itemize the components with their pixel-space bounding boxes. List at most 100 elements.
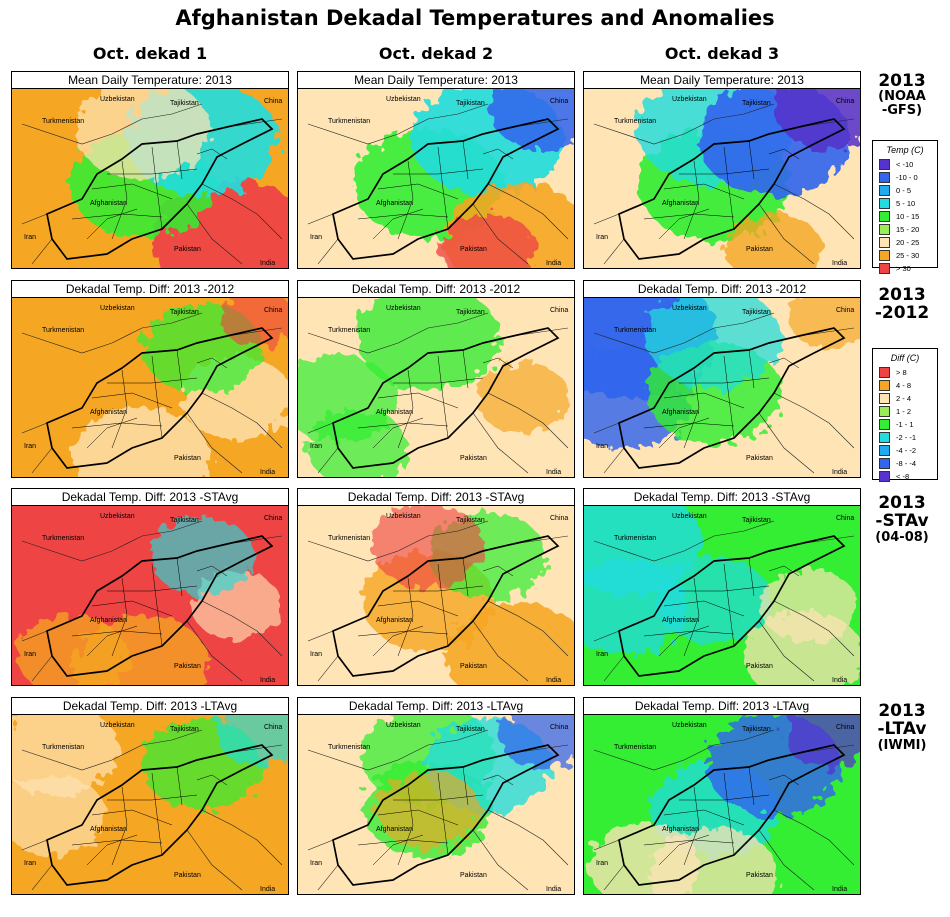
border-line [317,238,339,265]
border-line [201,183,283,240]
legend-label: 15 - 20 [896,225,920,234]
legend-label: 25 - 30 [896,251,920,260]
label-china: China [264,98,282,105]
border-line [593,103,775,145]
province-line [397,160,414,240]
map: Uzbekistan Tajikistan China Turkmenistan Afg… [298,506,574,685]
label-turkmenistan: Turkmenistan [42,744,84,751]
label-china: China [550,307,568,314]
legend-swatch [879,198,890,209]
border-line [603,447,625,474]
map-panel: Dekadal Temp. Diff: 2013 -LTAvg Uzbekista… [11,697,289,895]
map-panel: Mean Daily Temperature: 2013 Uzbekistan Ta… [297,71,575,269]
label-india: India [832,677,847,684]
legend-swatch [879,224,890,235]
border-line [472,620,529,682]
province-line [196,357,228,369]
legend-item: 4 - 8 [873,379,937,392]
border-line [603,864,625,891]
map-panel: Mean Daily Temperature: 2013 Uzbekistan Ta… [11,71,289,269]
province-line [107,377,198,384]
label-china: China [264,307,282,314]
border-line [186,203,243,265]
province-line [111,160,128,240]
label-pakistan: Pakistan [460,663,487,670]
legend-swatch [879,380,890,391]
legend-swatch [879,419,890,430]
province-line [151,772,163,856]
province-line [196,774,228,786]
legend-title: Temp (C) [886,145,924,155]
province-line [111,786,128,866]
border-line [773,183,855,240]
label-uzbekistan: Uzbekistan [672,96,707,103]
border-line [201,600,283,657]
label-uzbekistan: Uzbekistan [100,513,135,520]
label-turkmenistan: Turkmenistan [328,535,370,542]
border-line [758,412,815,474]
border-line [307,213,334,225]
country-outline [332,744,560,886]
province-line [679,377,770,384]
legend-label: 1 - 2 [896,407,912,416]
page-title: Afghanistan Dekadal Temperatures and Ano… [175,6,775,30]
map-panel: Dekadal Temp. Diff: 2013 -STAvg Uzbekista… [583,488,861,686]
label-uzbekistan: Uzbekistan [672,305,707,312]
map-panel: Dekadal Temp. Diff: 2013 -STAvg Uzbekista… [297,488,575,686]
border-line [307,520,489,562]
label-iran: Iran [310,443,322,450]
province-line [748,766,755,806]
label-afghanistan: Afghanistan [376,826,413,833]
label-uzbekistan: Uzbekistan [386,722,421,729]
label-tajikistan: Tajikistan [742,726,771,733]
anomaly-zone [498,715,574,769]
label-iran: Iran [596,860,608,867]
province-line [723,563,735,647]
province-line [393,794,484,801]
legend-item: < -10 [873,158,937,171]
label-china: China [550,515,568,522]
row-label-diff-2012: 2013 -2012 [874,285,930,324]
panel-title: Dekadal Temp. Diff: 2013 -STAvg [12,489,288,506]
province-line [91,809,173,826]
legend-item: 15 - 20 [873,223,937,236]
province-line [679,168,770,175]
border-line [21,422,48,434]
label-iran: Iran [310,860,322,867]
label-turkmenistan: Turkmenistan [614,118,656,125]
legend-item: > 30 [873,262,937,275]
label-china: China [836,307,854,314]
label-tajikistan: Tajikistan [170,309,199,316]
label-tajikistan: Tajikistan [456,309,485,316]
province-line [658,208,710,240]
legend-difference: Diff (C) > 8 4 - 8 2 - 4 1 - 2 -1 - 1 -2 - -1… [872,348,938,482]
legend-item: 5 - 10 [873,197,937,210]
border-line [603,238,625,265]
province-line [768,565,800,577]
label-afghanistan: Afghanistan [376,200,413,207]
province-line [397,786,414,866]
panel-title: Dekadal Temp. Diff: 2013 -STAvg [584,489,860,506]
label-turkmenistan: Turkmenistan [614,327,656,334]
country-outline [46,118,274,260]
province-line [111,369,128,449]
label-india: India [832,886,847,893]
country-outline [332,327,560,469]
legend-item: -10 - 0 [873,171,937,184]
label-india: India [260,677,275,684]
border-line [593,312,775,354]
border-line [21,729,203,771]
border-line [307,729,489,771]
label-tajikistan: Tajikistan [456,726,485,733]
province-line [663,183,745,200]
anomaly-zone [726,213,822,268]
province-line [679,585,770,592]
column-header-dekad-3: Oct. dekad 3 [664,44,780,63]
border-line [593,839,620,851]
label-pakistan: Pakistan [746,663,773,670]
legend-swatch [879,185,890,196]
border-line [758,620,815,682]
map: Uzbekistan Tajikistan China Turkmenistan Afg… [298,89,574,268]
label-afghanistan: Afghanistan [662,409,699,416]
province-line [723,772,735,856]
